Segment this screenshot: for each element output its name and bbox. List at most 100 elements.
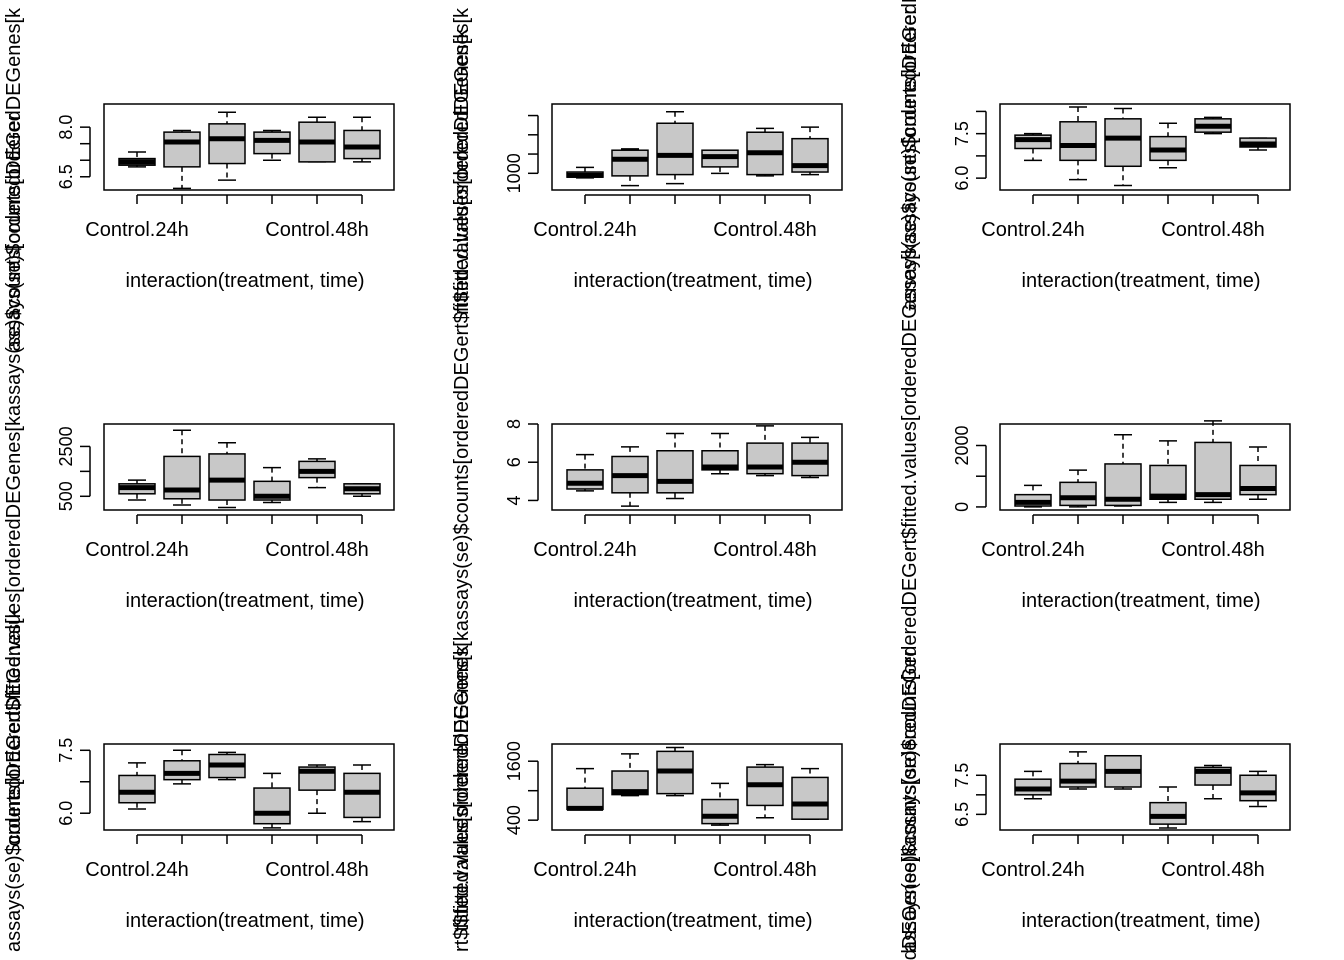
box-6 — [1239, 770, 1277, 808]
y-tick-label: 2000 — [952, 425, 972, 465]
ylabel-right-top: assays(se)$counts[orderedDEGer — [899, 8, 921, 311]
ylabel-middle-mid: t$fitted.values[orderedDEGenes[kassays(s… — [451, 28, 473, 932]
y-axis: 6.0 7.5 — [952, 110, 987, 191]
box-2 — [163, 129, 201, 190]
x-axis-title: interaction(treatment, time) — [126, 910, 365, 932]
box-iqr — [1149, 464, 1187, 501]
y-axis: 6.5 7.5 — [952, 763, 987, 827]
ylabel-right-bottom: assays(se)$counts[orderedDEGer — [899, 649, 921, 952]
box-4 — [1149, 786, 1187, 829]
x-axis: Control.24h Control.48h interaction(treatm… — [85, 514, 369, 612]
box-5 — [1194, 764, 1232, 800]
y-tick-label: 7.5 — [56, 738, 76, 763]
x-tick-label: Control.24h — [981, 219, 1084, 241]
panel-7: 6.0 7.5 Control.24h Control.48h interaction(… — [56, 738, 395, 932]
plot-frame — [551, 423, 843, 511]
box-3 — [1104, 434, 1142, 507]
box-1 — [566, 453, 604, 492]
y-axis: 500 2500 — [56, 426, 91, 511]
box-5 — [298, 458, 336, 489]
panels: 6.5 8.0 Control.24h Control.48h interaction(… — [56, 103, 1291, 932]
box-iqr — [611, 770, 649, 796]
box-1 — [566, 166, 604, 179]
x-tick-label: Control.48h — [1161, 219, 1264, 241]
ylabel-left-mid: orderedDEGert$fitted.values[orderedDEGen… — [3, 113, 25, 846]
x-axis-title: interaction(treatment, time) — [126, 590, 365, 612]
x-axis-title: interaction(treatment, time) — [574, 590, 813, 612]
box-2 — [163, 749, 201, 785]
box-iqr — [791, 776, 829, 820]
box-3 — [208, 441, 246, 509]
box-6 — [791, 436, 829, 479]
box-5 — [298, 116, 336, 163]
ylabel-middle-top: rt$fitted.values[orderedDEGenes[k — [451, 7, 473, 315]
plot-frame — [999, 423, 1291, 511]
x-axis: Control.24h Control.48h interaction(treatm… — [981, 194, 1265, 292]
box-2 — [1059, 469, 1097, 508]
box-4 — [253, 772, 291, 829]
x-axis-title: interaction(treatment, time) — [1022, 590, 1261, 612]
box-iqr — [611, 149, 649, 177]
box-5 — [298, 764, 336, 814]
box-iqr — [343, 772, 381, 819]
box-3 — [208, 751, 246, 781]
box-5 — [746, 127, 784, 177]
x-tick-label: Control.24h — [533, 859, 636, 881]
box-6 — [1239, 446, 1277, 500]
x-tick-label: Control.24h — [533, 219, 636, 241]
y-tick-label: 2500 — [56, 426, 76, 466]
box-1 — [1014, 132, 1052, 162]
y-axis: 6.5 8.0 — [56, 115, 91, 189]
x-tick-label: Control.24h — [85, 859, 188, 881]
box-iqr — [163, 760, 201, 781]
x-tick-label: Control.24h — [981, 859, 1084, 881]
box-4 — [701, 149, 739, 175]
y-axis: 400 1600 — [504, 741, 539, 835]
y-tick-label: 6.0 — [952, 166, 972, 191]
y-axis: 4 6 8 — [504, 419, 539, 505]
box-iqr — [1104, 118, 1142, 168]
box-1 — [118, 479, 156, 501]
y-tick-label: 6 — [504, 457, 524, 467]
panel-8: 400 1600 Control.24h Control.48h interaction… — [504, 741, 843, 932]
box-iqr — [701, 798, 739, 825]
box-6 — [1239, 137, 1277, 151]
box-iqr — [208, 453, 246, 501]
ylabel-middle-bottom: rt$fitted.values[orderedDEGenes[k — [451, 644, 473, 952]
x-axis-title: interaction(treatment, time) — [574, 910, 813, 932]
y-axis-labels: assays(se)$counts[orderedDEGenes[k order… — [3, 0, 921, 960]
box-4 — [1149, 440, 1187, 504]
box-6 — [343, 764, 381, 823]
ylabel-left-bottom: assays(se)$counts[orderedDEGenes[k — [3, 608, 25, 952]
box-2 — [611, 446, 649, 507]
box-1 — [566, 767, 604, 811]
x-tick-label: Control.24h — [981, 539, 1084, 561]
box-6 — [343, 116, 381, 163]
box-3 — [656, 746, 694, 797]
x-tick-label: Control.24h — [533, 539, 636, 561]
box-2 — [611, 753, 649, 797]
box-1 — [1014, 770, 1052, 800]
box-4 — [253, 466, 291, 504]
box-5 — [746, 763, 784, 819]
x-axis: Control.24h Control.48h interaction(treatm… — [85, 194, 369, 292]
x-tick-label: Control.48h — [265, 539, 368, 561]
x-tick-label: Control.48h — [713, 539, 816, 561]
box-2 — [1059, 106, 1097, 181]
box-iqr — [163, 131, 201, 168]
panel-6: 0 2000 Control.24h Control.48h interaction(t… — [952, 420, 1291, 612]
box-1 — [118, 151, 156, 168]
y-tick-label: 6.0 — [56, 801, 76, 826]
box-iqr — [1059, 121, 1097, 162]
x-tick-label: Control.48h — [1161, 859, 1264, 881]
box-2 — [611, 148, 649, 187]
panel-4: 500 2500 Control.24h Control.48h interaction… — [56, 423, 395, 612]
x-axis: Control.24h Control.48h interaction(treatm… — [533, 834, 817, 932]
y-tick-label: 6.5 — [952, 802, 972, 827]
x-axis-title: interaction(treatment, time) — [126, 270, 365, 292]
y-tick-label: 1600 — [504, 741, 524, 781]
x-axis: Control.24h Control.48h interaction(treatm… — [85, 834, 369, 932]
plot-frame — [999, 103, 1291, 191]
ylabel-right-mid: orderedDEGenes[kassays(se)$counts[ordere… — [899, 0, 921, 960]
box-6 — [343, 483, 381, 498]
